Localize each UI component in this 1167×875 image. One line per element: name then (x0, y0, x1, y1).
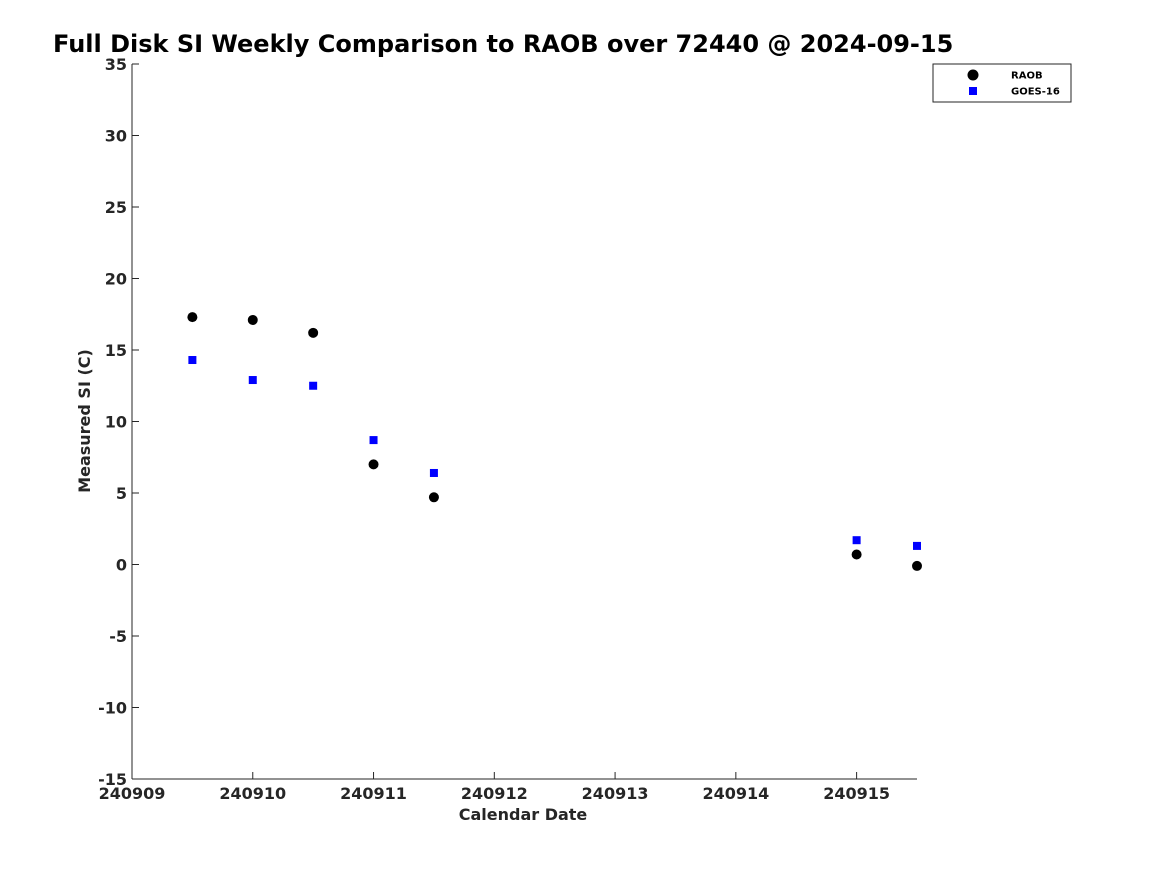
point-goes16 (309, 381, 318, 390)
point-raob (851, 549, 862, 560)
point-raob (187, 312, 198, 323)
chart-title: Full Disk SI Weekly Comparison to RAOB o… (53, 30, 953, 58)
y-tick-label: 15 (105, 341, 127, 360)
x-tick-label: 240910 (219, 784, 286, 803)
point-goes16 (369, 436, 378, 445)
x-ticks: 240909 240910 240911 240912 240913 240914 2409… (99, 772, 890, 803)
legend-label-goes16: GOES-16 (1011, 87, 1060, 98)
y-ticks: 35 30 25 20 15 10 5 0 -5 -10 -15 (98, 55, 139, 789)
y-tick-label: 30 (105, 127, 127, 146)
y-tick-label: 25 (105, 198, 127, 217)
point-raob (912, 560, 922, 571)
point-goes16 (913, 541, 921, 550)
axes (131, 64, 917, 780)
point-goes16 (852, 536, 861, 545)
x-tick-label: 240912 (461, 784, 528, 803)
point-raob (368, 459, 379, 470)
x-tick-label: 240914 (702, 784, 769, 803)
x-axis-label: Calendar Date (459, 805, 588, 824)
legend-marker-goes16 (969, 87, 977, 95)
legend-box (932, 63, 1072, 103)
point-goes16 (248, 376, 257, 385)
y-tick-label: 20 (105, 270, 127, 289)
y-tick-label: 35 (105, 55, 127, 74)
y-tick-label: -15 (98, 770, 127, 789)
x-tick-label: 240913 (582, 784, 649, 803)
legend-label-raob: RAOB (1011, 71, 1043, 82)
legend-marker-raob (967, 69, 979, 81)
point-goes16 (429, 468, 438, 477)
point-goes16 (188, 356, 197, 365)
y-tick-label: 0 (116, 556, 127, 575)
y-tick-label: 5 (116, 484, 127, 503)
point-raob (308, 327, 319, 338)
y-tick-label: -5 (109, 627, 127, 646)
data-points (187, 312, 922, 571)
point-raob (428, 492, 439, 503)
y-tick-label: 10 (105, 413, 127, 432)
y-tick-label: -10 (98, 699, 127, 718)
y-axis-label: Measured SI (C) (75, 349, 94, 493)
x-tick-label: 240909 (99, 784, 166, 803)
legend: RAOB GOES-16 (932, 63, 1072, 103)
x-tick-label: 240915 (823, 784, 890, 803)
x-tick-label: 240911 (340, 784, 407, 803)
point-raob (247, 314, 258, 325)
